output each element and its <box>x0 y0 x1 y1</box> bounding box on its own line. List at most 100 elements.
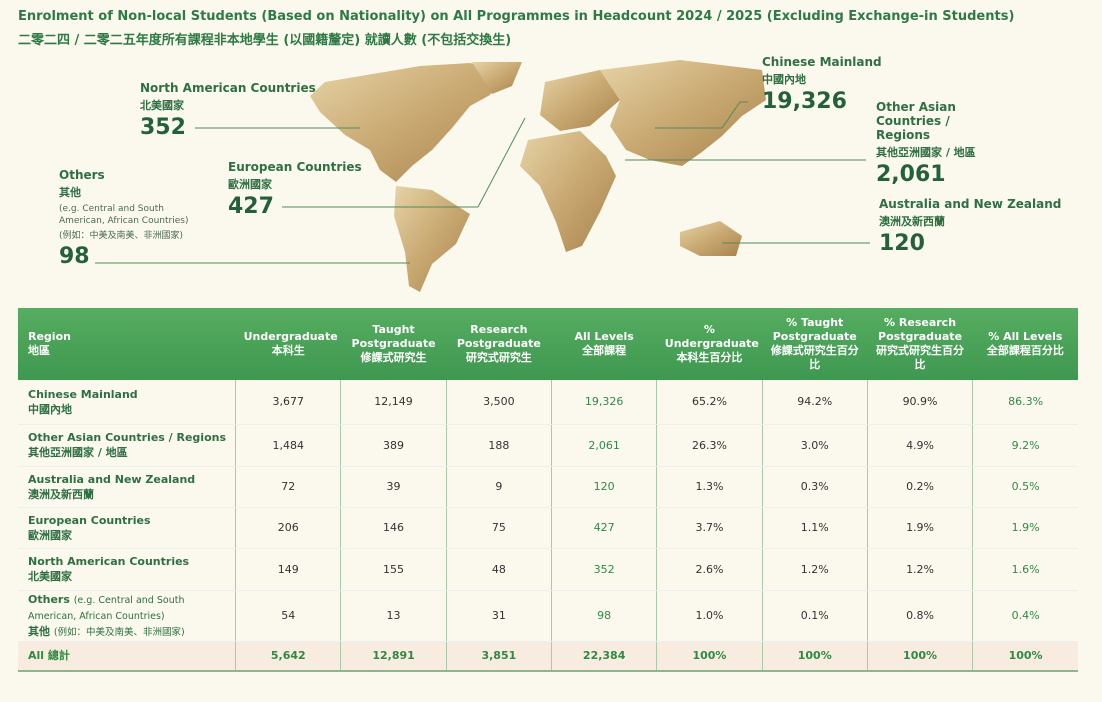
header-en: Region <box>28 330 71 343</box>
region-zh-line: 其他 (例如：中美及南美、非洲國家) <box>28 624 234 640</box>
asia <box>600 60 766 166</box>
column-header: Undergraduate 本科生 <box>235 308 341 380</box>
world-map <box>95 60 870 292</box>
greenland <box>472 62 522 94</box>
label-name: North American Countries <box>140 81 316 95</box>
label-value: 19,326 <box>762 89 847 114</box>
region-cell: Australia and New Zealand 澳洲及新西蘭 <box>18 466 236 508</box>
region-cell: Chinese Mainland 中國內地 <box>18 380 236 425</box>
table-row: European Countries 歐洲國家 206 146 75 427 3.7% 1.1… <box>18 507 1078 549</box>
value-cell: 1.2% <box>761 548 868 591</box>
region-cell: European Countries 歐洲國家 <box>18 507 236 549</box>
table-row: Others (e.g. Central and South American,… <box>18 590 1078 642</box>
header-en: All Levels <box>574 330 634 343</box>
label-value: 427 <box>228 194 274 219</box>
region-zh-line: 歐洲國家 <box>28 528 234 543</box>
region-name-line: Other Asian Countries / Regions <box>28 430 234 445</box>
header-en: % Research Postgraduate <box>878 316 963 343</box>
map-label: Others 其他 (e.g. Central and South American… <box>59 168 209 269</box>
value-cell: 0.8% <box>866 590 973 642</box>
value-cell: 427 <box>550 507 657 549</box>
value-cell: 75 <box>445 507 552 549</box>
value-cell: 1.6% <box>972 548 1078 591</box>
region-name-zh: 其他 <box>28 624 50 638</box>
value-cell: 2,061 <box>550 424 657 467</box>
column-header: Taught Postgraduate 修課式研究生 <box>340 308 447 380</box>
value-cell: 1.3% <box>656 466 763 508</box>
value-cell: 1.0% <box>656 590 763 642</box>
australia <box>680 221 742 256</box>
value-cell: 0.4% <box>972 590 1078 642</box>
region-name-zh: 澳洲及新西蘭 <box>28 487 94 501</box>
map-label: North American Countries 北美國家 352 <box>140 81 316 140</box>
value-cell: 86.3% <box>972 380 1078 425</box>
header-zh: 研究式研究生百分比 <box>876 344 965 371</box>
header-zh: 修課式研究生百分比 <box>770 344 859 371</box>
header-en: Research Postgraduate <box>456 323 541 350</box>
label-value: 352 <box>140 115 186 140</box>
value-cell: 0.5% <box>972 466 1078 508</box>
column-header: Region 地區 <box>18 308 236 380</box>
region-cell: Others (e.g. Central and South American,… <box>18 590 236 642</box>
table-row: Chinese Mainland 中國內地 3,677 12,149 3,500 19,3… <box>18 380 1078 425</box>
total-cell: 100% <box>866 641 973 672</box>
region-cell: Other Asian Countries / Regions 其他亞洲國家 / … <box>18 424 236 467</box>
total-cell: 100% <box>656 641 763 672</box>
region-name-zh: 中國內地 <box>28 402 72 416</box>
value-cell: 0.1% <box>761 590 868 642</box>
value-cell: 0.2% <box>866 466 973 508</box>
value-cell: 98 <box>550 590 657 642</box>
map-label: Other Asian Countries / Regions 其他亞洲國家 / … <box>876 100 1006 187</box>
value-cell: 2.6% <box>656 548 763 591</box>
header-zh: 本科生 <box>271 344 305 357</box>
column-header: All Levels 全部課程 <box>551 308 657 380</box>
region-name-zh: 北美國家 <box>28 570 72 583</box>
value-cell: 120 <box>550 466 657 508</box>
value-cell: 9 <box>445 466 552 508</box>
value-cell: 90.9% <box>866 380 973 425</box>
label-name: Other Asian Countries / Regions <box>876 100 956 142</box>
value-cell: 72 <box>235 466 341 508</box>
label-name-zh: 北美國家 <box>140 99 184 112</box>
label-name-zh: 中國內地 <box>762 73 806 86</box>
header-en: Undergraduate <box>243 330 338 343</box>
header-en: Taught Postgraduate <box>351 323 436 350</box>
value-cell: 12,149 <box>340 380 447 425</box>
region-zh-line: 中國內地 <box>28 402 234 417</box>
region-name: Australia and New Zealand <box>28 472 196 486</box>
map-label: Australia and New Zealand 澳洲及新西蘭 120 <box>879 197 1061 256</box>
table-row: North American Countries 北美國家 149 155 48 352 2… <box>18 548 1078 591</box>
map-label: European Countries 歐洲國家 427 <box>228 160 362 219</box>
column-header: % Research Postgraduate 研究式研究生百分比 <box>867 308 973 380</box>
value-cell: 54 <box>235 590 341 642</box>
label-name: European Countries <box>228 160 362 174</box>
value-cell: 1.9% <box>866 507 973 549</box>
label-name: Others <box>59 168 105 182</box>
region-name-line: Australia and New Zealand <box>28 472 234 487</box>
label-note-zh: (例如：中美及南美、非洲國家) <box>59 231 184 241</box>
total-cell: 12,891 <box>340 641 447 672</box>
header-zh: 地區 <box>28 344 50 357</box>
europe <box>540 70 620 131</box>
label-note: (e.g. Central and South American, Africa… <box>59 204 189 226</box>
region-name-line: European Countries <box>28 513 234 528</box>
label-name-zh: 澳洲及新西蘭 <box>879 215 945 228</box>
column-header: % Undergraduate 本科生百分比 <box>656 308 763 380</box>
total-cell: 100% <box>972 641 1078 672</box>
leader-line <box>282 117 526 208</box>
region-note: (e.g. Central and South American, Africa… <box>28 594 185 622</box>
value-cell: 13 <box>340 590 447 642</box>
header-zh: 全部課程百分比 <box>986 344 1064 357</box>
total-cell: 22,384 <box>550 641 657 672</box>
total-cell: 5,642 <box>235 641 341 672</box>
value-cell: 94.2% <box>761 380 868 425</box>
label-name: Chinese Mainland <box>762 55 882 69</box>
total-row: All 總計 5,642 12,891 3,851 22,384 100% 100% 100%… <box>18 641 1078 672</box>
region-zh-line: 其他亞洲國家 / 地區 <box>28 445 234 460</box>
value-cell: 206 <box>235 507 341 549</box>
value-cell: 389 <box>340 424 447 467</box>
value-cell: 48 <box>445 548 552 591</box>
value-cell: 1.1% <box>761 507 868 549</box>
value-cell: 65.2% <box>656 380 763 425</box>
